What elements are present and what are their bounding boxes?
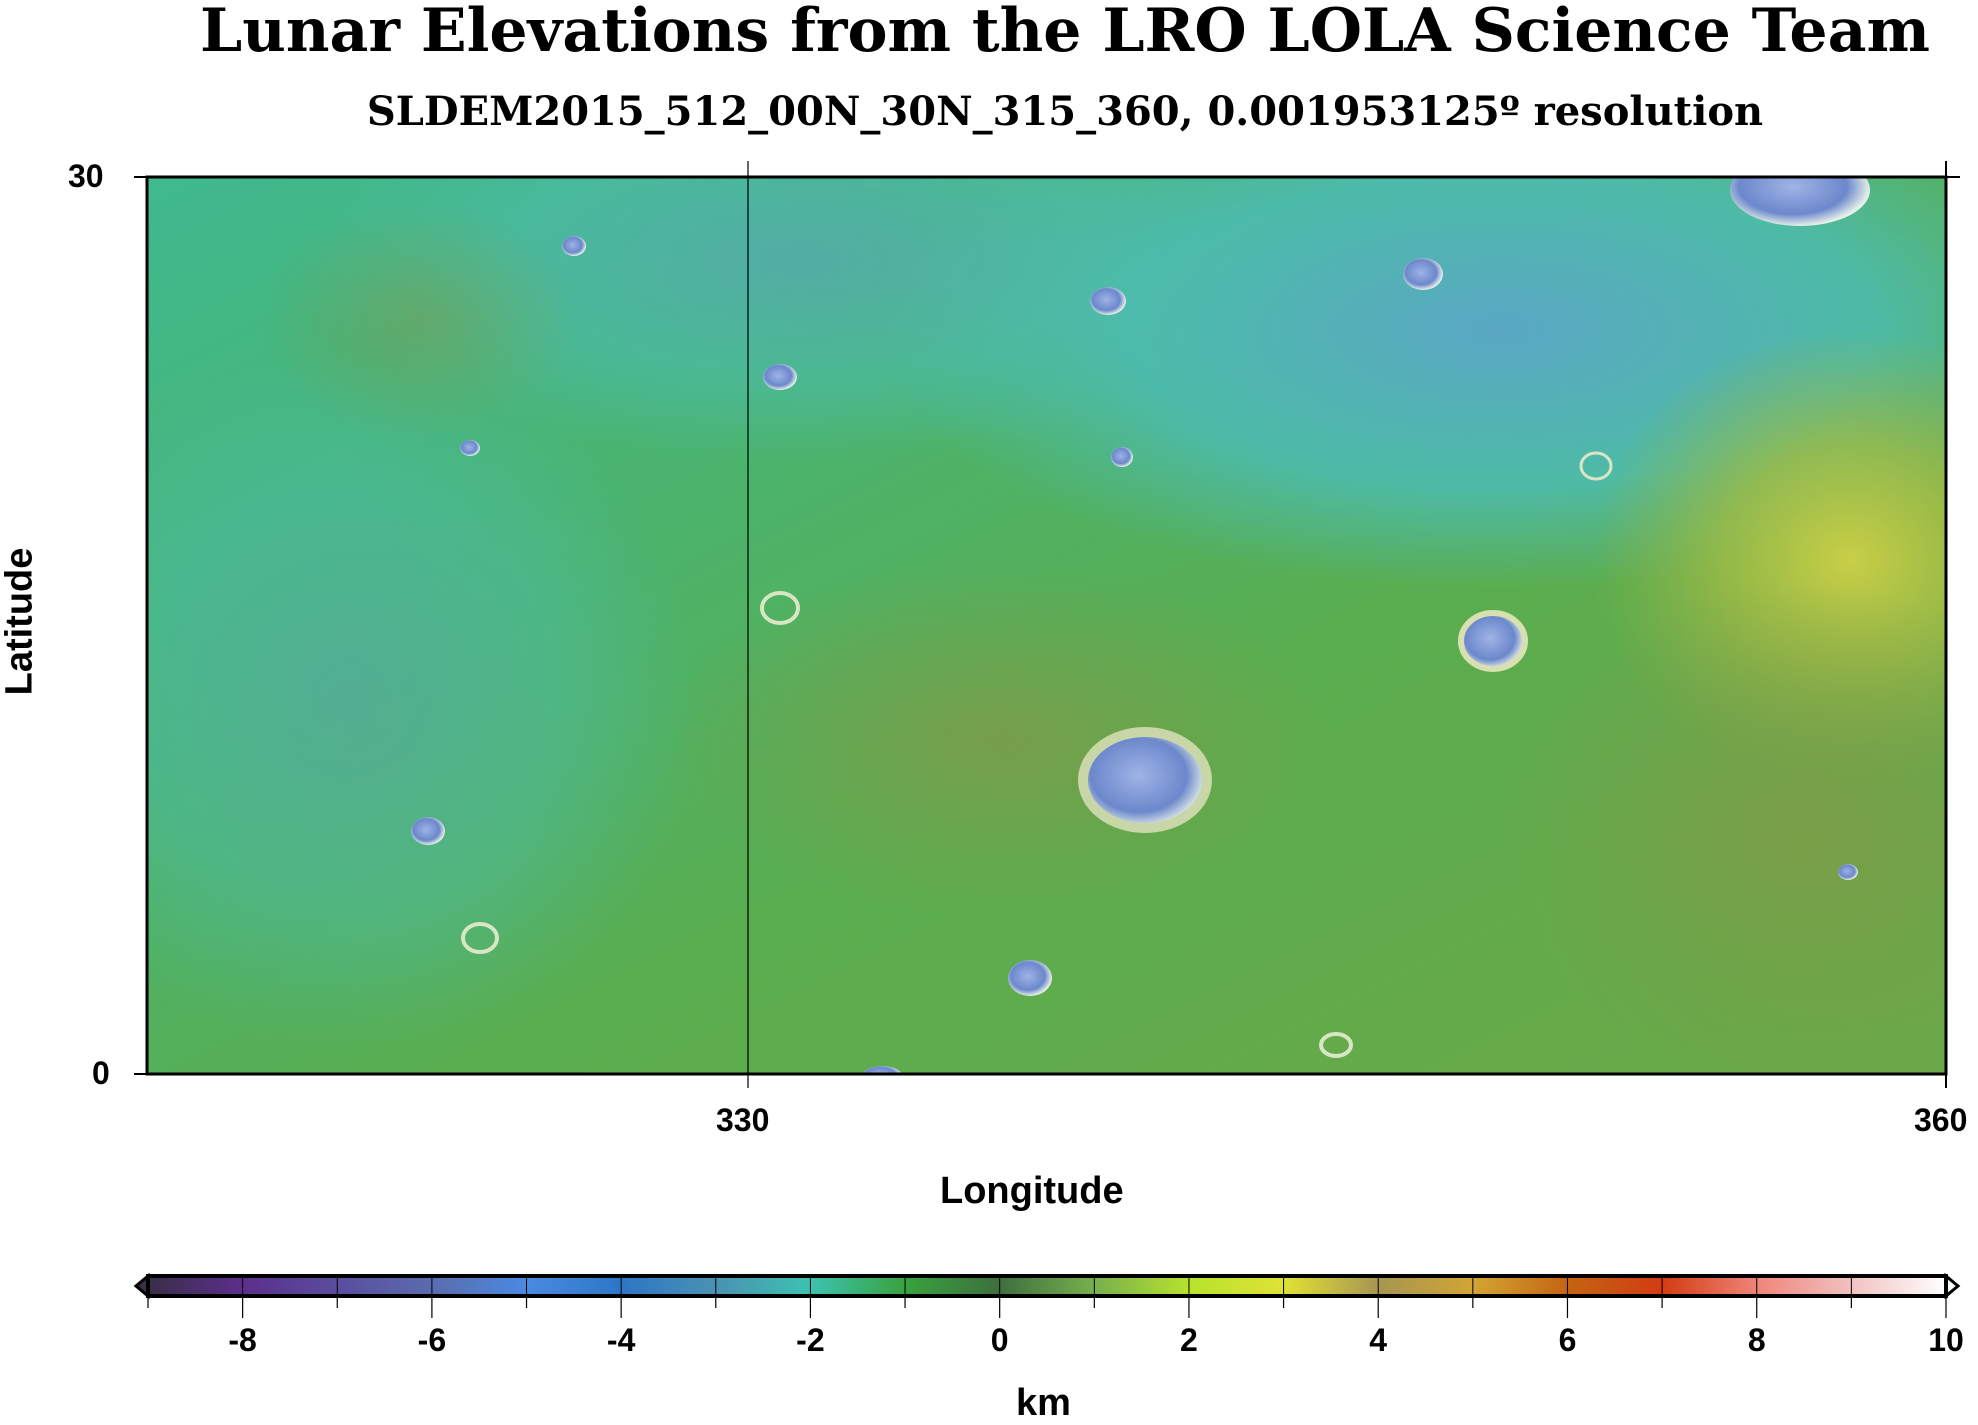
x-axis-label: Longitude [940, 1170, 1124, 1212]
crater [1319, 1032, 1353, 1058]
colorbar-segment [1567, 1276, 1663, 1296]
colorbar-frame [146, 1274, 1948, 1298]
crater [461, 922, 499, 954]
crater [1403, 258, 1443, 290]
colorbar-segment [242, 1276, 338, 1296]
colorbar-segment [715, 1276, 811, 1296]
colorbar-segment [1662, 1276, 1758, 1296]
y-tick-label-30: 30 [68, 158, 104, 194]
colorbar-tick-label: 6 [1558, 1322, 1577, 1358]
plot-frame [145, 175, 1948, 1076]
colorbar-tick-label: -8 [228, 1322, 257, 1358]
colorbar-segment [999, 1276, 1095, 1296]
colorbar-tick-label: -4 [606, 1322, 636, 1358]
colorbar-label: km [1016, 1382, 1071, 1424]
colorbar-segment [526, 1276, 622, 1296]
colorbar-tick-label: -2 [796, 1322, 825, 1358]
crater [763, 364, 797, 390]
crater [1078, 727, 1212, 833]
crater [760, 591, 800, 625]
colorbar-segment [337, 1276, 433, 1296]
colorbar-tick-label: 2 [1180, 1322, 1198, 1358]
colorbar-segment [1188, 1276, 1285, 1296]
colorbar-segment [1283, 1276, 1379, 1296]
elevation-map [147, 177, 1946, 1074]
crater [411, 817, 445, 845]
colorbar-segment [810, 1276, 906, 1296]
colorbar-tick-label: 4 [1369, 1322, 1388, 1358]
colorbar-tick-label: -6 [417, 1322, 447, 1358]
crater [1008, 960, 1052, 996]
crater [1838, 864, 1858, 880]
y-tick-label-0: 0 [92, 1055, 110, 1091]
crater [1090, 287, 1126, 315]
colorbar-segment [1472, 1276, 1568, 1296]
colorbar-tick-label: 8 [1747, 1322, 1766, 1358]
colorbar-segment [148, 1276, 244, 1296]
colorbar-tick-label: 10 [1928, 1322, 1964, 1358]
colorbar-segment [1851, 1276, 1947, 1296]
crater [562, 236, 586, 256]
colorbar-segment [431, 1276, 528, 1296]
colorbar-segment [1094, 1276, 1190, 1296]
crater [1458, 610, 1528, 672]
x-tick-label-360: 360 [1914, 1102, 1968, 1138]
colorbar-tick-label: 0 [990, 1322, 1009, 1358]
colorbar-segment [621, 1276, 717, 1296]
chart-title: Lunar Elevations from the LRO LOLA Scien… [200, 0, 1930, 66]
crater [1111, 447, 1133, 467]
colorbar-segment [1378, 1276, 1474, 1296]
crater [862, 1066, 902, 1074]
colorbar [133, 1272, 1961, 1318]
chart-subtitle: SLDEM2015_512_00N_30N_315_360, 0.0019531… [366, 88, 1764, 135]
crater [1579, 451, 1613, 481]
colorbar-segment [905, 1276, 1001, 1296]
y-axis-label: Latitude [0, 547, 41, 696]
crater [1730, 177, 1870, 226]
colorbar-segment [1756, 1276, 1852, 1296]
crater [460, 440, 480, 456]
x-tick-label-330: 330 [716, 1102, 770, 1138]
